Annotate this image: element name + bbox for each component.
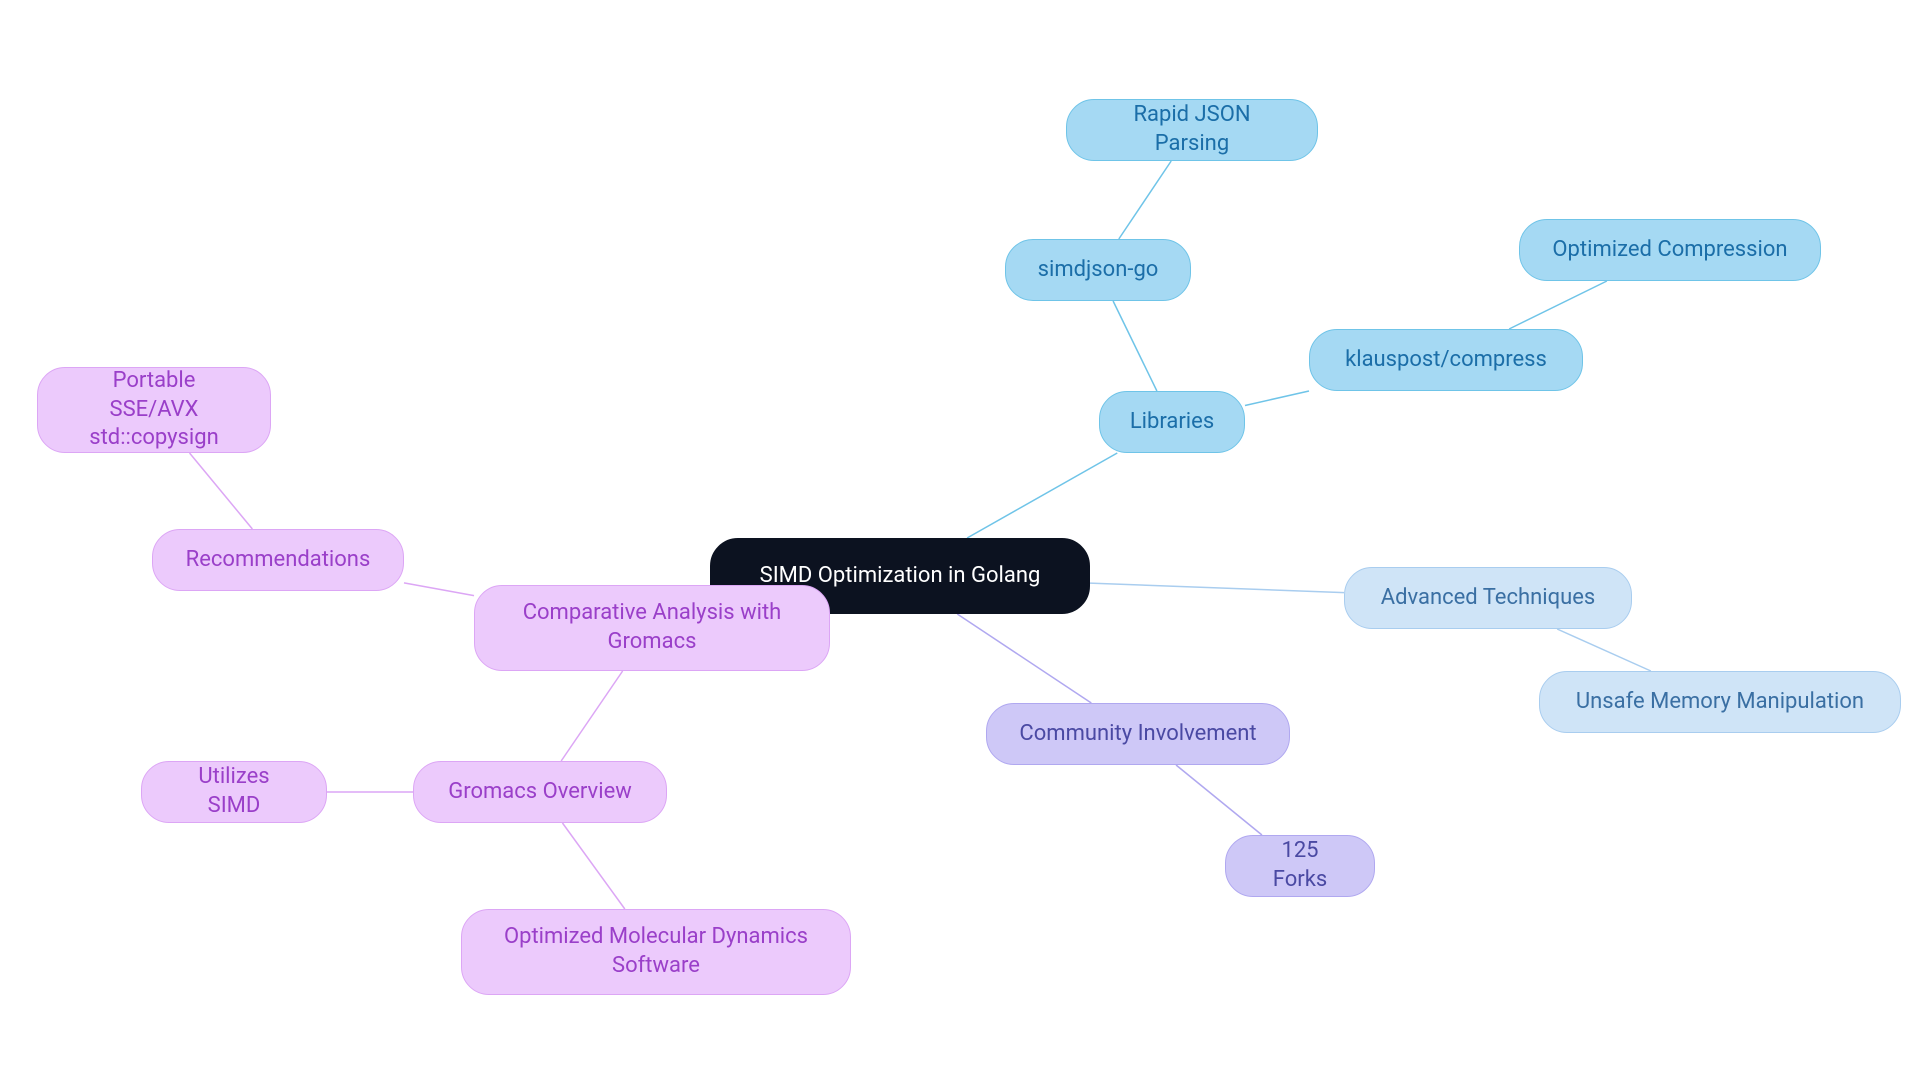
node-portable[interactable]: Portable SSE/AVX std::copysign [37, 367, 271, 453]
edge-root-community [957, 614, 1091, 703]
edge-libraries-klauspost [1245, 391, 1309, 405]
node-advtech[interactable]: Advanced Techniques [1344, 567, 1632, 629]
edge-comparative-recommendations [404, 583, 474, 596]
edge-gromacsov-optmol [562, 823, 624, 909]
node-recommendations[interactable]: Recommendations [152, 529, 404, 591]
edge-simdjson-rapidjson [1119, 161, 1171, 239]
edge-libraries-simdjson [1113, 301, 1157, 391]
edge-klauspost-optcomp [1509, 281, 1607, 329]
edge-recommendations-portable [190, 453, 253, 529]
edge-comparative-gromacsov [561, 671, 622, 761]
edge-root-libraries [967, 453, 1117, 538]
node-community[interactable]: Community Involvement [986, 703, 1290, 765]
edge-community-forks [1176, 765, 1262, 835]
node-utilizes[interactable]: Utilizes SIMD [141, 761, 327, 823]
node-optcomp[interactable]: Optimized Compression [1519, 219, 1821, 281]
node-rapidjson[interactable]: Rapid JSON Parsing [1066, 99, 1318, 161]
node-klauspost[interactable]: klauspost/compress [1309, 329, 1583, 391]
node-optmol[interactable]: Optimized Molecular Dynamics Software [461, 909, 851, 995]
edge-advtech-unsafe [1557, 629, 1651, 671]
edge-root-advtech [1090, 583, 1344, 593]
node-gromacsov[interactable]: Gromacs Overview [413, 761, 667, 823]
node-unsafe[interactable]: Unsafe Memory Manipulation [1539, 671, 1901, 733]
node-comparative[interactable]: Comparative Analysis with Gromacs [474, 585, 830, 671]
node-forks[interactable]: 125 Forks [1225, 835, 1375, 897]
node-libraries[interactable]: Libraries [1099, 391, 1245, 453]
node-simdjson[interactable]: simdjson-go [1005, 239, 1191, 301]
